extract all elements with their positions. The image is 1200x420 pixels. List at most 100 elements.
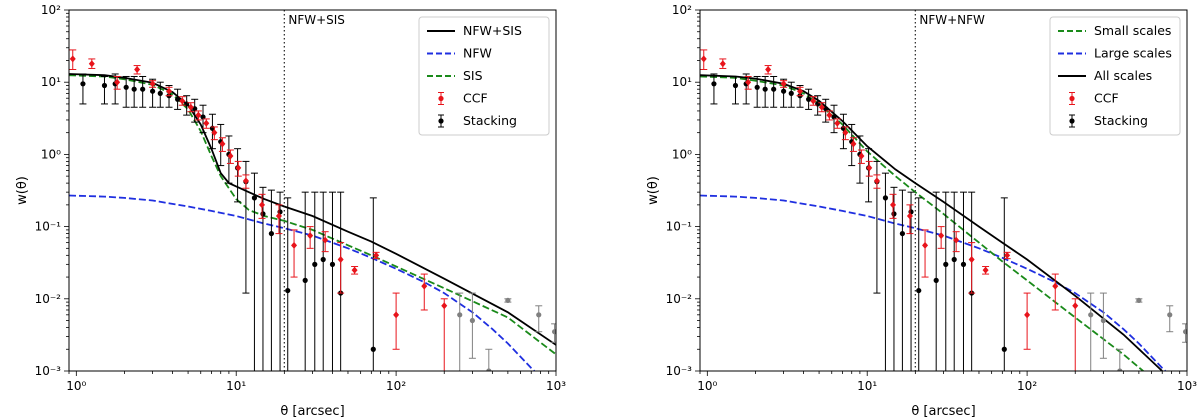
legend-item: SIS [427, 68, 483, 83]
ccf-data-point [906, 204, 914, 235]
plot-frame [68, 9, 557, 372]
ccf-data-point [69, 49, 77, 70]
chart-panel-1: 10⁰ 10¹ 10² 10³ 10⁻³ 10⁻² 10⁻¹ 10⁰ 10¹ 10² θ [arcs… [15, 3, 566, 419]
ccf-data-point [133, 65, 141, 75]
stacking-data-point [284, 197, 292, 371]
ccf-data-point [982, 266, 990, 275]
ccf-data-point [210, 126, 218, 141]
grey-data-point [535, 305, 543, 333]
legend-item: Large scales [1058, 46, 1172, 61]
stacking-data-point [276, 191, 284, 371]
stacking-data-point [156, 81, 164, 108]
stacking-data-point [191, 98, 199, 123]
scale-divider-label: NFW+NFW [919, 13, 985, 27]
stacking-data-point [898, 189, 906, 371]
stacking-data-point [753, 75, 761, 108]
ccf-data-point [258, 193, 266, 219]
legend-item: Stacking [438, 113, 517, 128]
x-tick-label: 10⁰ [697, 379, 717, 393]
stacking-data-point [225, 135, 233, 184]
stacking-data-point [932, 191, 940, 371]
stacking-data-point [731, 75, 739, 105]
grey-data-point [1182, 323, 1187, 343]
stacking-data-point [856, 135, 864, 184]
y-tick-label: 10⁰ [41, 147, 61, 161]
y-axis-label: w(θ) [646, 176, 661, 205]
legend-label: SIS [463, 68, 483, 83]
plot-area [69, 10, 556, 371]
ccf-data-point [818, 102, 826, 113]
plot-frame [699, 9, 1188, 372]
ccf-data-point [290, 229, 298, 278]
stacking-data-point [139, 75, 147, 108]
ccf-data-point [194, 110, 202, 121]
legend: NFW+SIS NFW SIS CCF Stacking [418, 16, 550, 136]
x-tick-label: 10² [386, 379, 406, 393]
legend-box [418, 16, 550, 136]
stacking-data-point [259, 186, 267, 371]
stacking-data-point [328, 191, 336, 371]
ccf-data-point [337, 242, 345, 294]
grey-data-point [456, 292, 464, 371]
y-tick-label: 10⁰ [672, 147, 692, 161]
x-tick-label: 10¹ [226, 379, 246, 393]
y-tick-label: 10¹ [41, 75, 61, 89]
ccf-data-point [937, 226, 945, 249]
stacking-data-point [881, 172, 889, 371]
ccf-data-point [889, 193, 897, 219]
ccf-data-point [833, 118, 841, 129]
grey-data-point [1099, 292, 1107, 359]
stacking-data-point [907, 191, 915, 371]
ccf-data-point [275, 204, 283, 235]
grey-data-point [551, 323, 556, 343]
ccf-data-point [849, 137, 857, 152]
ccf-data-point [149, 80, 157, 88]
ccf-data-point [1051, 273, 1059, 311]
grey-data-point [485, 348, 493, 371]
legend-label: Large scales [1094, 46, 1172, 61]
stacking-data-point [761, 75, 769, 108]
ccf-data-point [719, 58, 727, 69]
legend: Small scales Large scales All scales CCF Sta… [1049, 16, 1181, 136]
stacking-data-point [770, 75, 778, 108]
x-axis-label: θ [arcsec] [911, 404, 975, 419]
stacking-data-point [710, 73, 718, 105]
legend-label: CCF [463, 91, 488, 106]
stacking-data-point [319, 191, 327, 371]
x-tick-label: 10² [1017, 379, 1037, 393]
y-axis-label: w(θ) [15, 176, 30, 205]
x-tick-label: 10¹ [857, 379, 877, 393]
ccf-data-point [187, 102, 195, 113]
legend-label: Small scales [1094, 23, 1171, 38]
stacking-data-point [950, 191, 958, 371]
y-tick-label: 10¹ [672, 75, 692, 89]
legend-label: CCF [1094, 91, 1119, 106]
grey-data-point [1087, 292, 1095, 371]
stacking-data-point [890, 186, 898, 371]
ccf-data-point [392, 292, 400, 350]
stacking-data-point [100, 75, 108, 105]
ccf-data-point [1023, 292, 1031, 350]
plot-area [700, 10, 1187, 371]
ccf-data-point [700, 49, 708, 70]
stacking-data-point [250, 172, 258, 371]
ccf-data-point [440, 298, 448, 371]
stacking-data-point [942, 191, 950, 371]
stacking-data-point [959, 191, 967, 371]
legend-item: NFW [427, 46, 492, 61]
stacking-data-point [787, 81, 795, 108]
y-tick-label: 10⁻³ [35, 364, 62, 378]
legend-label: NFW+SIS [463, 23, 522, 38]
x-tick-label: 10⁰ [66, 379, 86, 393]
ccf-data-point [796, 86, 804, 97]
stacking-data-point [915, 197, 923, 371]
ccf-data-point [234, 160, 242, 177]
y-tick-label: 10⁻¹ [666, 220, 693, 234]
legend-item: NFW+SIS [427, 23, 522, 38]
y-tick-label: 10⁻³ [666, 364, 693, 378]
legend-label: Stacking [463, 113, 517, 128]
ccf-data-point [952, 231, 960, 253]
y-tick-label: 10² [672, 3, 692, 17]
ccf-data-point [178, 96, 186, 106]
stacking-data-point [79, 73, 87, 105]
